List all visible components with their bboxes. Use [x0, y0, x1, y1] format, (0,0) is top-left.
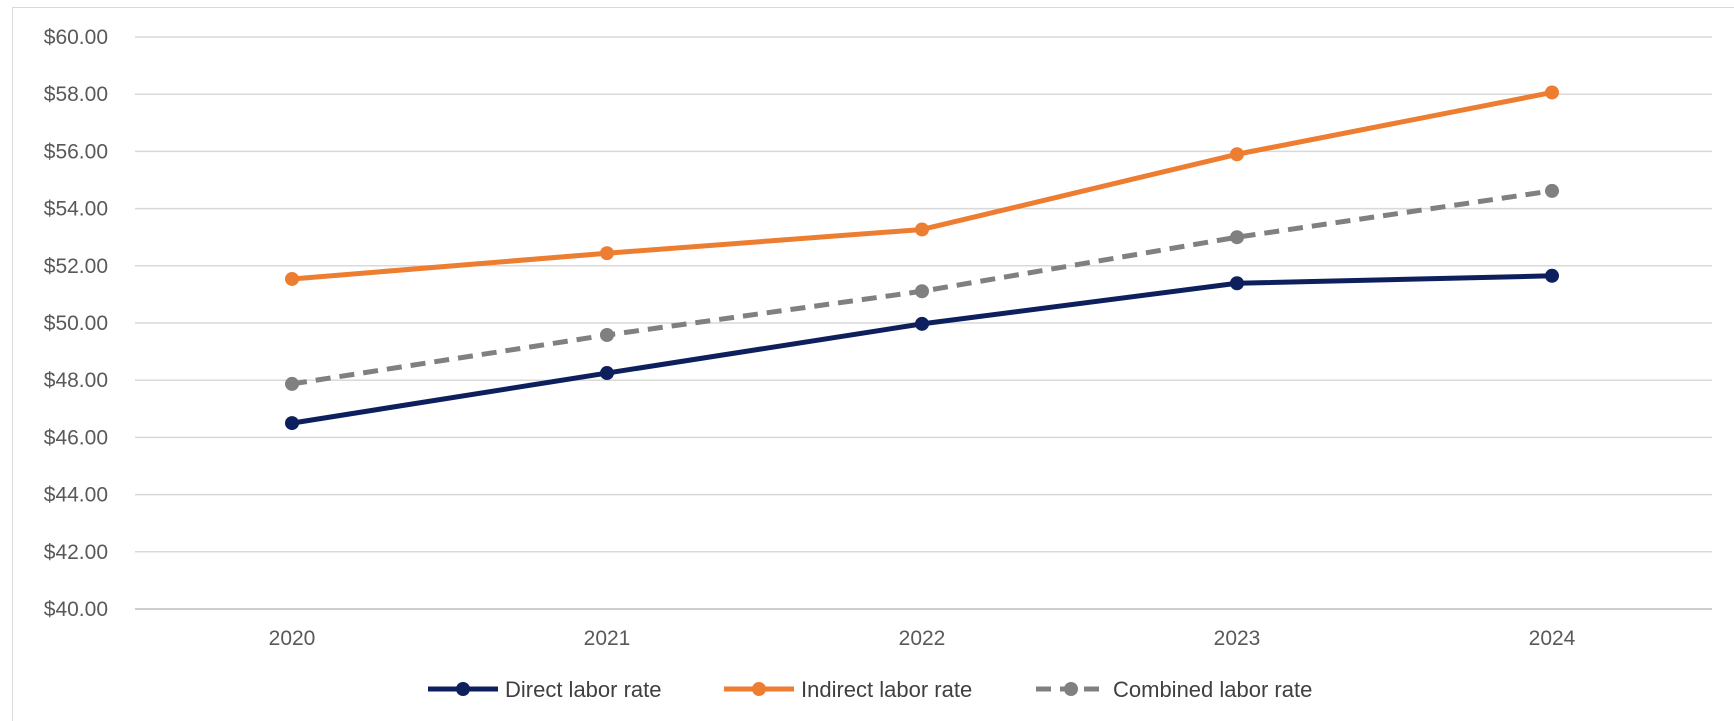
- data-point: [1545, 268, 1559, 283]
- series-direct-labor-rate: [285, 268, 1559, 431]
- x-tick-label: 2021: [584, 627, 631, 650]
- y-tick-label: $56.00: [44, 140, 108, 163]
- x-tick-label: 2020: [269, 627, 316, 650]
- plot-series: [285, 85, 1559, 431]
- data-point: [285, 271, 299, 286]
- legend-item: Direct labor rate: [428, 677, 662, 702]
- y-tick-label: $58.00: [44, 83, 108, 106]
- y-tick-label: $54.00: [44, 198, 108, 221]
- legend-marker-icon: [456, 682, 470, 696]
- series-indirect-labor-rate: [285, 85, 1559, 286]
- legend-marker-icon: [1064, 682, 1078, 696]
- y-tick-label: $46.00: [44, 426, 108, 449]
- data-point: [600, 246, 614, 261]
- series-combined-labor-rate: [285, 183, 1559, 391]
- legend-item: Indirect labor rate: [724, 677, 972, 702]
- x-tick-label: 2022: [899, 627, 946, 650]
- legend: Direct labor rate Indirect labor rate Comb…: [428, 677, 1312, 702]
- y-axis-ticks: $40.00 $42.00 $44.00 $46.00 $48.00 $50.00 $52.…: [44, 26, 108, 621]
- y-tick-label: $44.00: [44, 484, 108, 507]
- legend-label: Indirect labor rate: [801, 677, 972, 702]
- y-tick-label: $48.00: [44, 369, 108, 392]
- data-point: [285, 376, 299, 391]
- x-axis-ticks: 2020 2021 2022 2023 2024: [269, 627, 1576, 650]
- data-point: [600, 328, 614, 343]
- legend-label: Combined labor rate: [1113, 677, 1312, 702]
- data-point: [600, 366, 614, 381]
- y-tick-label: $40.00: [44, 598, 108, 621]
- data-point: [1230, 147, 1244, 162]
- x-tick-label: 2024: [1529, 627, 1576, 650]
- y-tick-label: $50.00: [44, 312, 108, 335]
- data-point: [915, 316, 929, 331]
- legend-item: Combined labor rate: [1036, 677, 1312, 702]
- data-point: [915, 284, 929, 299]
- x-tick-label: 2023: [1214, 627, 1261, 650]
- y-tick-label: $60.00: [44, 26, 108, 49]
- data-point: [1230, 276, 1244, 291]
- chart-area: [12, 7, 1734, 721]
- legend-label: Direct labor rate: [505, 677, 662, 702]
- series-line: [289, 89, 1555, 282]
- data-point: [285, 416, 299, 431]
- y-tick-label: $52.00: [44, 255, 108, 278]
- y-tick-label: $42.00: [44, 541, 108, 564]
- data-point: [1230, 230, 1244, 245]
- legend-marker-icon: [752, 682, 766, 696]
- data-point: [1545, 183, 1559, 198]
- data-point: [1545, 85, 1559, 100]
- data-point: [915, 222, 929, 237]
- gridlines: [135, 36, 1712, 610]
